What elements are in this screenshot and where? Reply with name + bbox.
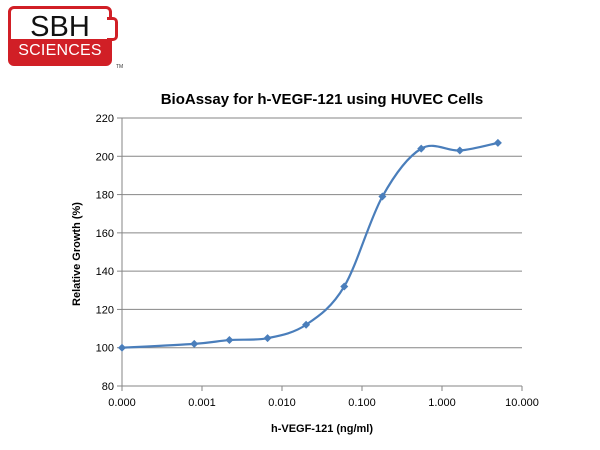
data-point-marker [493,138,502,147]
x-tick-labels: 0.000 0.001 0.010 0.100 1.000 10.000 [108,397,539,409]
data-point-marker [263,334,272,343]
gridlines [122,117,522,349]
sbh-sciences-logo: SBH SCIENCES TM [8,6,124,72]
y-tick-label: 100 [96,343,114,355]
logo-frame: SBH SCIENCES [8,6,118,66]
x-tick-label: 1.000 [428,397,456,409]
chart-title: BioAssay for h-VEGF-121 using HUVEC Cell… [161,91,484,108]
y-axis-label: Relative Growth (%) [71,202,83,306]
data-point-marker [378,192,387,201]
x-axis-label: h-VEGF-121 (ng/ml) [271,423,373,435]
x-tick-label: 10.000 [505,397,539,409]
y-tick-label: 160 [96,228,114,240]
y-tick-label: 80 [102,381,114,393]
x-tick-label: 0.100 [348,397,376,409]
data-point-marker [190,339,199,348]
logo-tab [107,17,118,41]
logo-sbh-text: SBH [30,11,90,43]
series-line [121,141,499,349]
y-tick-labels: 80 100 120 140 160 180 200 220 [96,113,114,393]
logo-trademark: TM [116,64,124,70]
data-point-marker [455,146,464,155]
y-tick-label: 220 [96,113,114,125]
x-tick-label: 0.001 [188,397,216,409]
y-tick-label: 180 [96,190,114,202]
axes [117,117,523,391]
series-group [118,138,502,352]
data-point-marker [417,144,426,153]
data-point-marker [118,343,126,352]
logo-sciences-band: SCIENCES [11,39,109,63]
y-tick-label: 200 [96,151,114,163]
data-point-marker [225,336,234,345]
x-tick-label: 0.000 [108,397,136,409]
data-point-marker [340,282,349,291]
y-tick-label: 140 [96,266,114,278]
y-tick-label: 120 [96,304,114,316]
x-tick-label: 0.010 [268,397,296,409]
data-point-marker [302,320,311,329]
